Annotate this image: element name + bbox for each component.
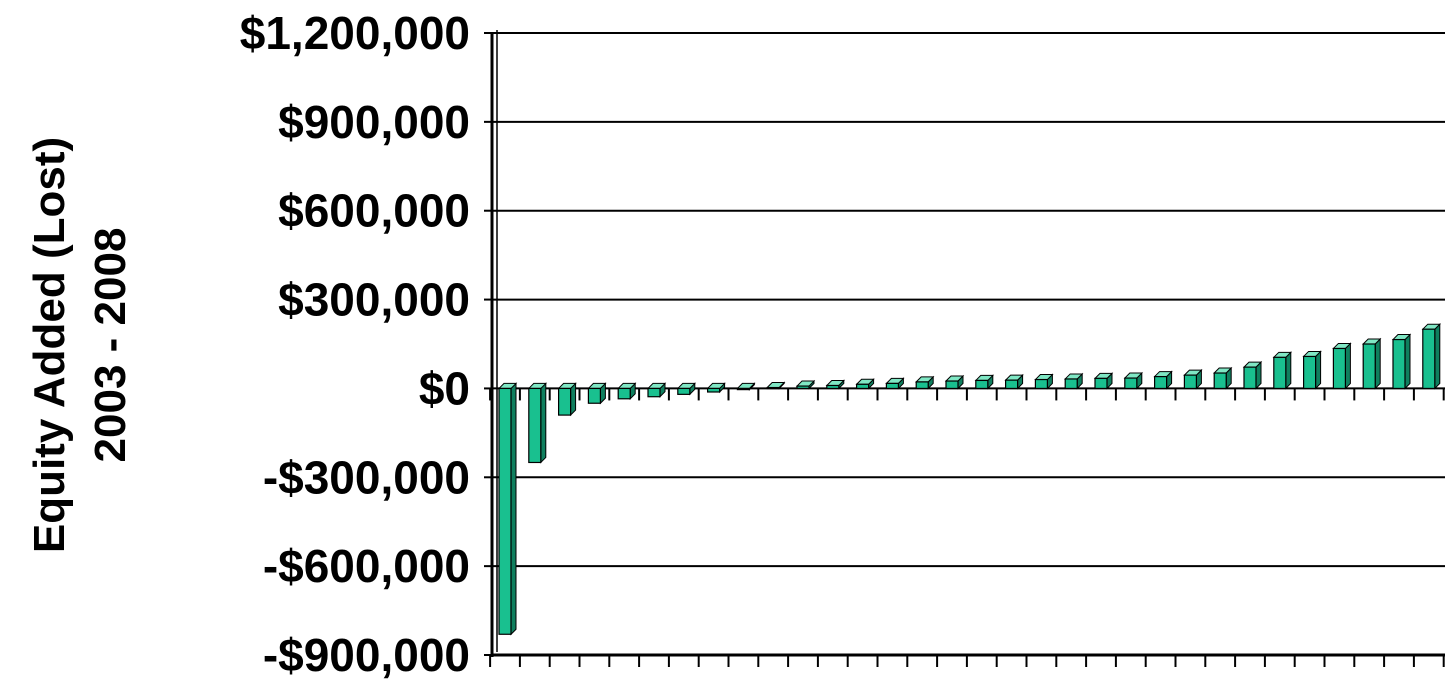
bar-front <box>618 388 630 398</box>
bar <box>916 377 933 389</box>
bar-front <box>797 386 809 388</box>
bars <box>499 43 1445 634</box>
y-tick-label: -$900,000 <box>263 629 470 681</box>
bar-front <box>857 384 869 388</box>
bar-front <box>886 383 898 388</box>
bar <box>1035 375 1052 389</box>
bar <box>1006 375 1023 388</box>
bar <box>1333 343 1350 388</box>
bar-front <box>1155 377 1167 389</box>
bar <box>886 378 903 388</box>
bar-side <box>1286 352 1291 388</box>
bar-front <box>1095 378 1107 388</box>
bar-side <box>511 383 516 634</box>
bar <box>946 376 963 388</box>
gridlines <box>492 33 1445 655</box>
y-axis-label-line-2: 2003 - 2008 <box>86 228 135 463</box>
bar-front <box>1304 356 1316 388</box>
bar-front <box>827 385 839 388</box>
bar-front <box>767 388 779 389</box>
axes <box>484 30 1445 667</box>
bar-front <box>976 380 988 388</box>
bar <box>1244 362 1261 388</box>
bar <box>976 375 993 388</box>
bar-front <box>946 381 958 388</box>
y-tick-label: $600,000 <box>278 185 470 237</box>
bar-side <box>1435 324 1440 388</box>
bar-front <box>1244 367 1256 388</box>
bar <box>1214 368 1231 388</box>
bar-side <box>1316 351 1321 388</box>
bar <box>588 383 605 403</box>
bar-front <box>499 388 511 634</box>
bar-front <box>529 388 541 462</box>
bar <box>1184 370 1201 388</box>
y-tick-label: $0 <box>419 362 470 414</box>
bar <box>499 383 516 634</box>
bar <box>648 383 665 396</box>
bar-front <box>559 388 571 415</box>
bar-side <box>1345 343 1350 388</box>
bar <box>1155 372 1172 389</box>
bar-front <box>648 388 660 396</box>
y-tick-label: $300,000 <box>278 274 470 326</box>
bar <box>1095 373 1112 388</box>
bar-top <box>767 383 784 388</box>
bar-front <box>1274 357 1286 388</box>
bar <box>1274 352 1291 388</box>
bar <box>1304 351 1321 388</box>
bar-side <box>1375 339 1380 388</box>
bar <box>797 381 814 388</box>
bar-side <box>541 383 546 462</box>
bar-side <box>1405 335 1410 389</box>
bar <box>1393 335 1410 389</box>
bar <box>1125 373 1142 388</box>
y-tick-label: -$300,000 <box>263 451 470 503</box>
bar-front <box>588 388 600 403</box>
bar-front <box>1006 380 1018 388</box>
y-axis-label-line-1: Equity Added (Lost) <box>25 137 74 553</box>
y-tick-label: $900,000 <box>278 96 470 148</box>
bar-front <box>916 382 928 389</box>
bar <box>529 383 546 462</box>
bar <box>827 380 844 388</box>
bar-front <box>737 388 749 389</box>
bar <box>1423 324 1440 388</box>
bar-front <box>708 388 720 392</box>
bar-front <box>1393 340 1405 389</box>
bar-front <box>1423 329 1435 388</box>
bar-front <box>1214 373 1226 388</box>
bar-front <box>1065 379 1077 388</box>
bar <box>708 383 725 392</box>
y-tick-labels: $1,200,000 $900,000 $600,000 $300,000 $0 -$30… <box>240 7 470 681</box>
bar-front <box>678 388 690 394</box>
bar-front <box>1035 380 1047 389</box>
bar <box>678 383 695 394</box>
bar-front <box>1333 348 1345 388</box>
bar <box>1065 374 1082 388</box>
bar <box>559 383 576 415</box>
bar-front <box>1363 344 1375 388</box>
bar-front <box>1125 378 1137 388</box>
bar <box>857 379 874 388</box>
bar <box>1363 339 1380 388</box>
bar <box>618 383 635 398</box>
y-tick-label: -$600,000 <box>263 540 470 592</box>
bar-front <box>1184 375 1196 388</box>
y-tick-label: $1,200,000 <box>240 7 470 59</box>
